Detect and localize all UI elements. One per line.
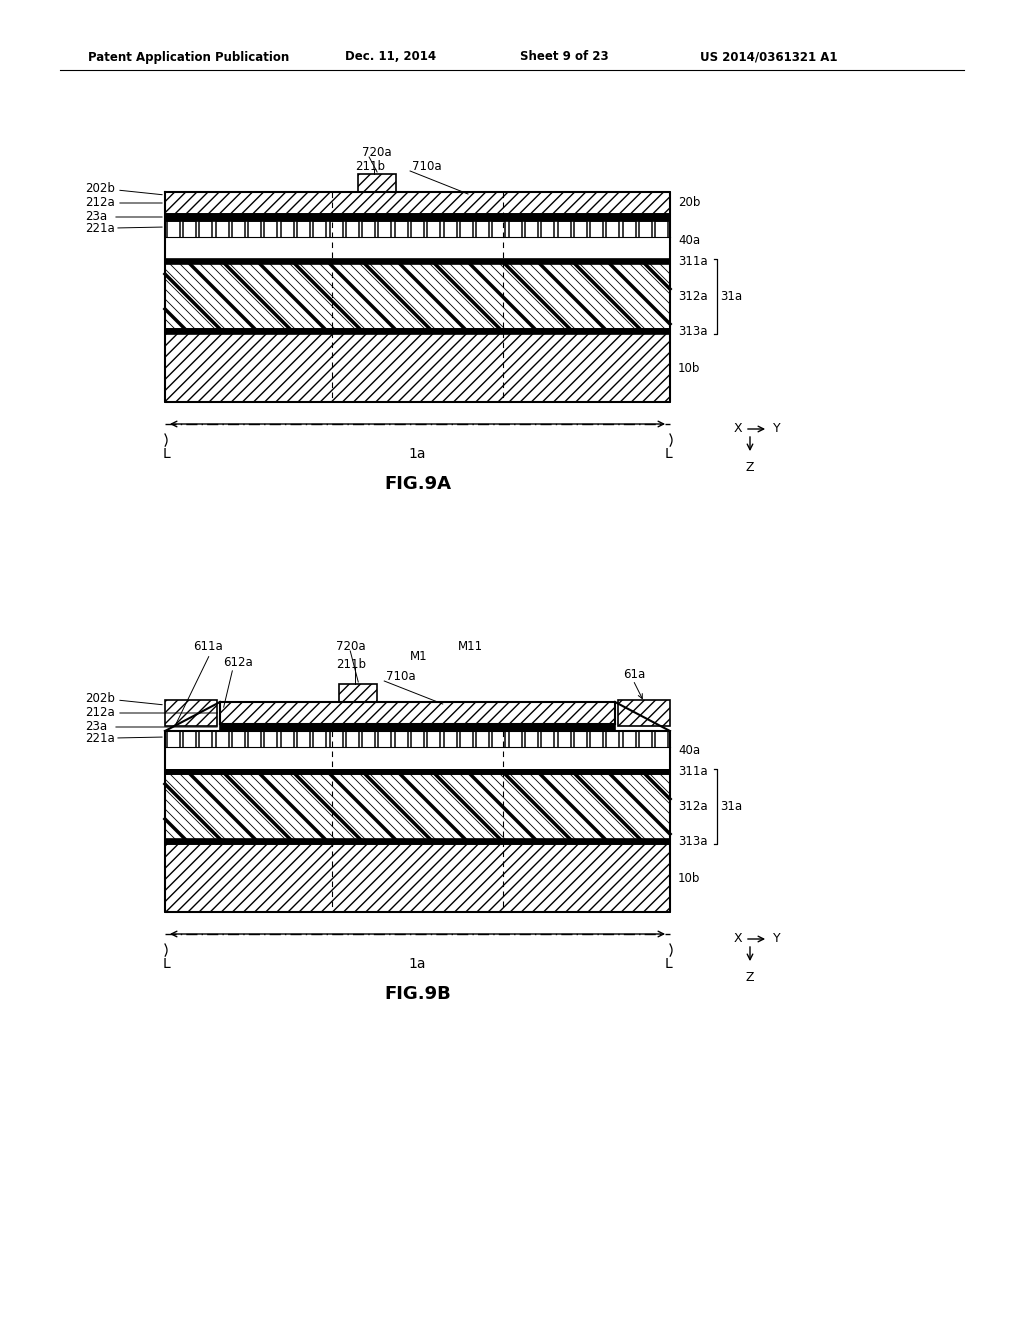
Text: 710a: 710a: [386, 669, 416, 682]
Text: 212a: 212a: [85, 706, 115, 719]
Text: 1a: 1a: [409, 957, 426, 972]
Text: L: L: [163, 957, 171, 972]
Text: Y: Y: [773, 422, 780, 436]
Text: 211b: 211b: [336, 657, 367, 671]
Text: 31a: 31a: [720, 800, 742, 813]
Text: L: L: [163, 447, 171, 461]
Bar: [220, 723, 615, 731]
Text: 313a: 313a: [678, 836, 708, 847]
Text: 212a: 212a: [85, 197, 115, 210]
Text: 221a: 221a: [85, 733, 115, 746]
Text: 311a: 311a: [678, 255, 708, 268]
Text: Patent Application Publication: Patent Application Publication: [88, 50, 289, 63]
Text: 311a: 311a: [678, 766, 708, 777]
Text: 612a: 612a: [223, 656, 253, 668]
Text: 313a: 313a: [678, 325, 708, 338]
Text: 611a: 611a: [193, 640, 223, 653]
Text: FIG.9A: FIG.9A: [384, 475, 451, 492]
Text: M1: M1: [411, 649, 428, 663]
Text: 20b: 20b: [678, 197, 700, 210]
Text: 312a: 312a: [678, 290, 708, 304]
Bar: [165, 770, 670, 774]
Text: 23a: 23a: [85, 210, 108, 223]
Text: 40a: 40a: [678, 234, 700, 247]
Text: 211b: 211b: [355, 160, 385, 173]
Text: X: X: [733, 932, 742, 945]
Text: Z: Z: [745, 461, 755, 474]
Bar: [220, 702, 615, 723]
Text: 10b: 10b: [678, 871, 700, 884]
Text: 720a: 720a: [362, 145, 392, 158]
Bar: [358, 174, 396, 191]
Text: Sheet 9 of 23: Sheet 9 of 23: [520, 50, 608, 63]
Bar: [165, 259, 670, 264]
Text: 720a: 720a: [336, 639, 366, 652]
Bar: [165, 214, 670, 220]
Text: 202b: 202b: [85, 692, 115, 705]
Text: X: X: [733, 422, 742, 436]
Text: 1a: 1a: [409, 447, 426, 461]
Text: FIG.9B: FIG.9B: [384, 985, 451, 1003]
Text: 31a: 31a: [720, 290, 742, 304]
Bar: [165, 747, 670, 770]
Text: M11: M11: [459, 639, 483, 652]
Bar: [165, 191, 670, 214]
Text: 710a: 710a: [412, 160, 441, 173]
Bar: [165, 220, 670, 259]
Bar: [339, 684, 377, 702]
Bar: [165, 264, 670, 329]
Bar: [165, 334, 670, 403]
Bar: [165, 843, 670, 912]
Bar: [165, 238, 670, 259]
Text: L: L: [665, 447, 672, 461]
Bar: [165, 731, 670, 770]
Text: L: L: [665, 957, 672, 972]
Text: 23a: 23a: [85, 721, 108, 734]
Text: Z: Z: [745, 972, 755, 983]
Text: Y: Y: [773, 932, 780, 945]
Text: Dec. 11, 2014: Dec. 11, 2014: [345, 50, 436, 63]
Text: 202b: 202b: [85, 181, 115, 194]
Bar: [165, 774, 670, 840]
Text: 312a: 312a: [678, 800, 708, 813]
Bar: [165, 700, 217, 726]
Bar: [165, 840, 670, 843]
Text: 40a: 40a: [678, 743, 700, 756]
Text: 10b: 10b: [678, 362, 700, 375]
Text: 61a: 61a: [623, 668, 645, 681]
Text: 221a: 221a: [85, 223, 115, 235]
Bar: [618, 700, 670, 726]
Bar: [165, 329, 670, 334]
Text: US 2014/0361321 A1: US 2014/0361321 A1: [700, 50, 838, 63]
